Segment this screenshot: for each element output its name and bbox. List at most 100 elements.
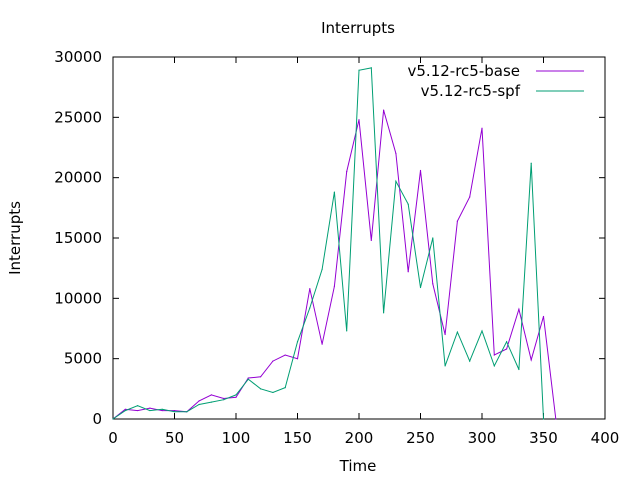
- data-point: [173, 411, 176, 413]
- data-point: [493, 365, 495, 367]
- data-point: [469, 196, 471, 198]
- data-point: [272, 391, 274, 394]
- data-point: [247, 378, 249, 380]
- data-point: [358, 69, 360, 71]
- data-point: [186, 411, 188, 413]
- x-axis-label: Time: [339, 457, 377, 475]
- data-point: [542, 315, 545, 318]
- data-point: [260, 388, 262, 390]
- data-point: [419, 286, 422, 289]
- data-point: [456, 220, 458, 222]
- series-layer: [112, 67, 557, 420]
- data-point: [346, 330, 348, 332]
- data-point: [469, 360, 471, 362]
- x-tick-label: 0: [108, 429, 118, 447]
- data-point: [235, 394, 237, 396]
- data-point: [296, 358, 299, 360]
- data-point: [321, 343, 323, 345]
- data-point: [506, 341, 508, 343]
- data-point: [407, 203, 409, 205]
- x-tick-label: 250: [406, 429, 435, 447]
- data-point: [260, 376, 262, 378]
- legend: v5.12-rc5-base v5.12-rc5-spf: [408, 62, 584, 100]
- data-point: [555, 418, 557, 420]
- series-line-v5.12-rc5-spf: [112, 67, 544, 420]
- data-point: [432, 283, 434, 285]
- data-point: [518, 308, 520, 310]
- data-point: [223, 399, 225, 401]
- x-tick-label: 350: [529, 429, 558, 447]
- data-point: [309, 307, 311, 309]
- data-point: [235, 396, 237, 398]
- data-point: [395, 152, 397, 155]
- data-point: [395, 180, 397, 182]
- data-point: [506, 348, 508, 350]
- data-point: [272, 360, 274, 362]
- data-point: [383, 109, 385, 111]
- data-point: [173, 409, 176, 412]
- data-point: [444, 333, 446, 336]
- data-point: [137, 409, 139, 412]
- data-point: [161, 409, 163, 412]
- data-point: [137, 405, 139, 407]
- data-point: [456, 331, 458, 333]
- y-axis-label: Interrupts: [6, 201, 24, 275]
- data-point: [383, 312, 385, 314]
- data-point: [530, 162, 532, 164]
- x-tick-label: 150: [283, 429, 312, 447]
- axis-ticks: 0 50 100 150 200 250 300 350 400 0 5000 10000 15000 2…: [54, 48, 619, 447]
- data-point: [419, 169, 422, 172]
- data-point: [112, 418, 114, 420]
- x-tick-label: 200: [345, 429, 374, 447]
- data-point: [149, 407, 151, 409]
- data-point: [481, 330, 483, 332]
- data-point: [247, 377, 249, 379]
- data-point: [518, 368, 520, 371]
- y-tick-label: 25000: [54, 108, 102, 126]
- data-point: [124, 408, 126, 410]
- data-point: [296, 341, 299, 343]
- data-point: [333, 285, 335, 287]
- data-point: [530, 359, 532, 361]
- data-point: [223, 397, 225, 400]
- x-tick-label: 400: [591, 429, 620, 447]
- data-point: [284, 354, 286, 356]
- data-point: [542, 418, 545, 420]
- data-point: [432, 237, 434, 239]
- y-tick-label: 5000: [64, 350, 102, 368]
- series-line-v5.12-rc5-base: [112, 109, 557, 420]
- data-point: [493, 354, 495, 356]
- data-point: [210, 394, 212, 396]
- data-point: [198, 400, 200, 402]
- data-point: [124, 409, 126, 412]
- data-point: [481, 127, 483, 129]
- data-point: [198, 403, 200, 406]
- data-point: [358, 119, 360, 121]
- y-tick-label: 10000: [54, 289, 102, 307]
- chart-title: Interrupts: [321, 19, 395, 37]
- legend-label: v5.12-rc5-spf: [421, 82, 521, 100]
- y-tick-label: 20000: [54, 169, 102, 187]
- data-point: [321, 268, 323, 270]
- x-tick-label: 300: [468, 429, 497, 447]
- y-tick-label: 30000: [54, 48, 102, 66]
- data-point: [284, 387, 286, 389]
- y-tick-label: 0: [92, 410, 102, 428]
- data-point: [309, 288, 311, 290]
- data-point: [444, 365, 446, 367]
- y-tick-label: 15000: [54, 229, 102, 247]
- x-tick-label: 100: [222, 429, 251, 447]
- data-point: [161, 408, 163, 410]
- data-point: [407, 271, 409, 273]
- data-point: [333, 191, 335, 193]
- data-point: [370, 239, 372, 242]
- x-tick-label: 50: [165, 429, 184, 447]
- data-point: [149, 409, 151, 412]
- data-point: [370, 67, 372, 69]
- data-point: [210, 401, 212, 403]
- legend-label: v5.12-rc5-base: [408, 62, 521, 80]
- plot-frame: [112, 56, 606, 420]
- data-point: [346, 171, 348, 173]
- plot-border: [112, 56, 606, 420]
